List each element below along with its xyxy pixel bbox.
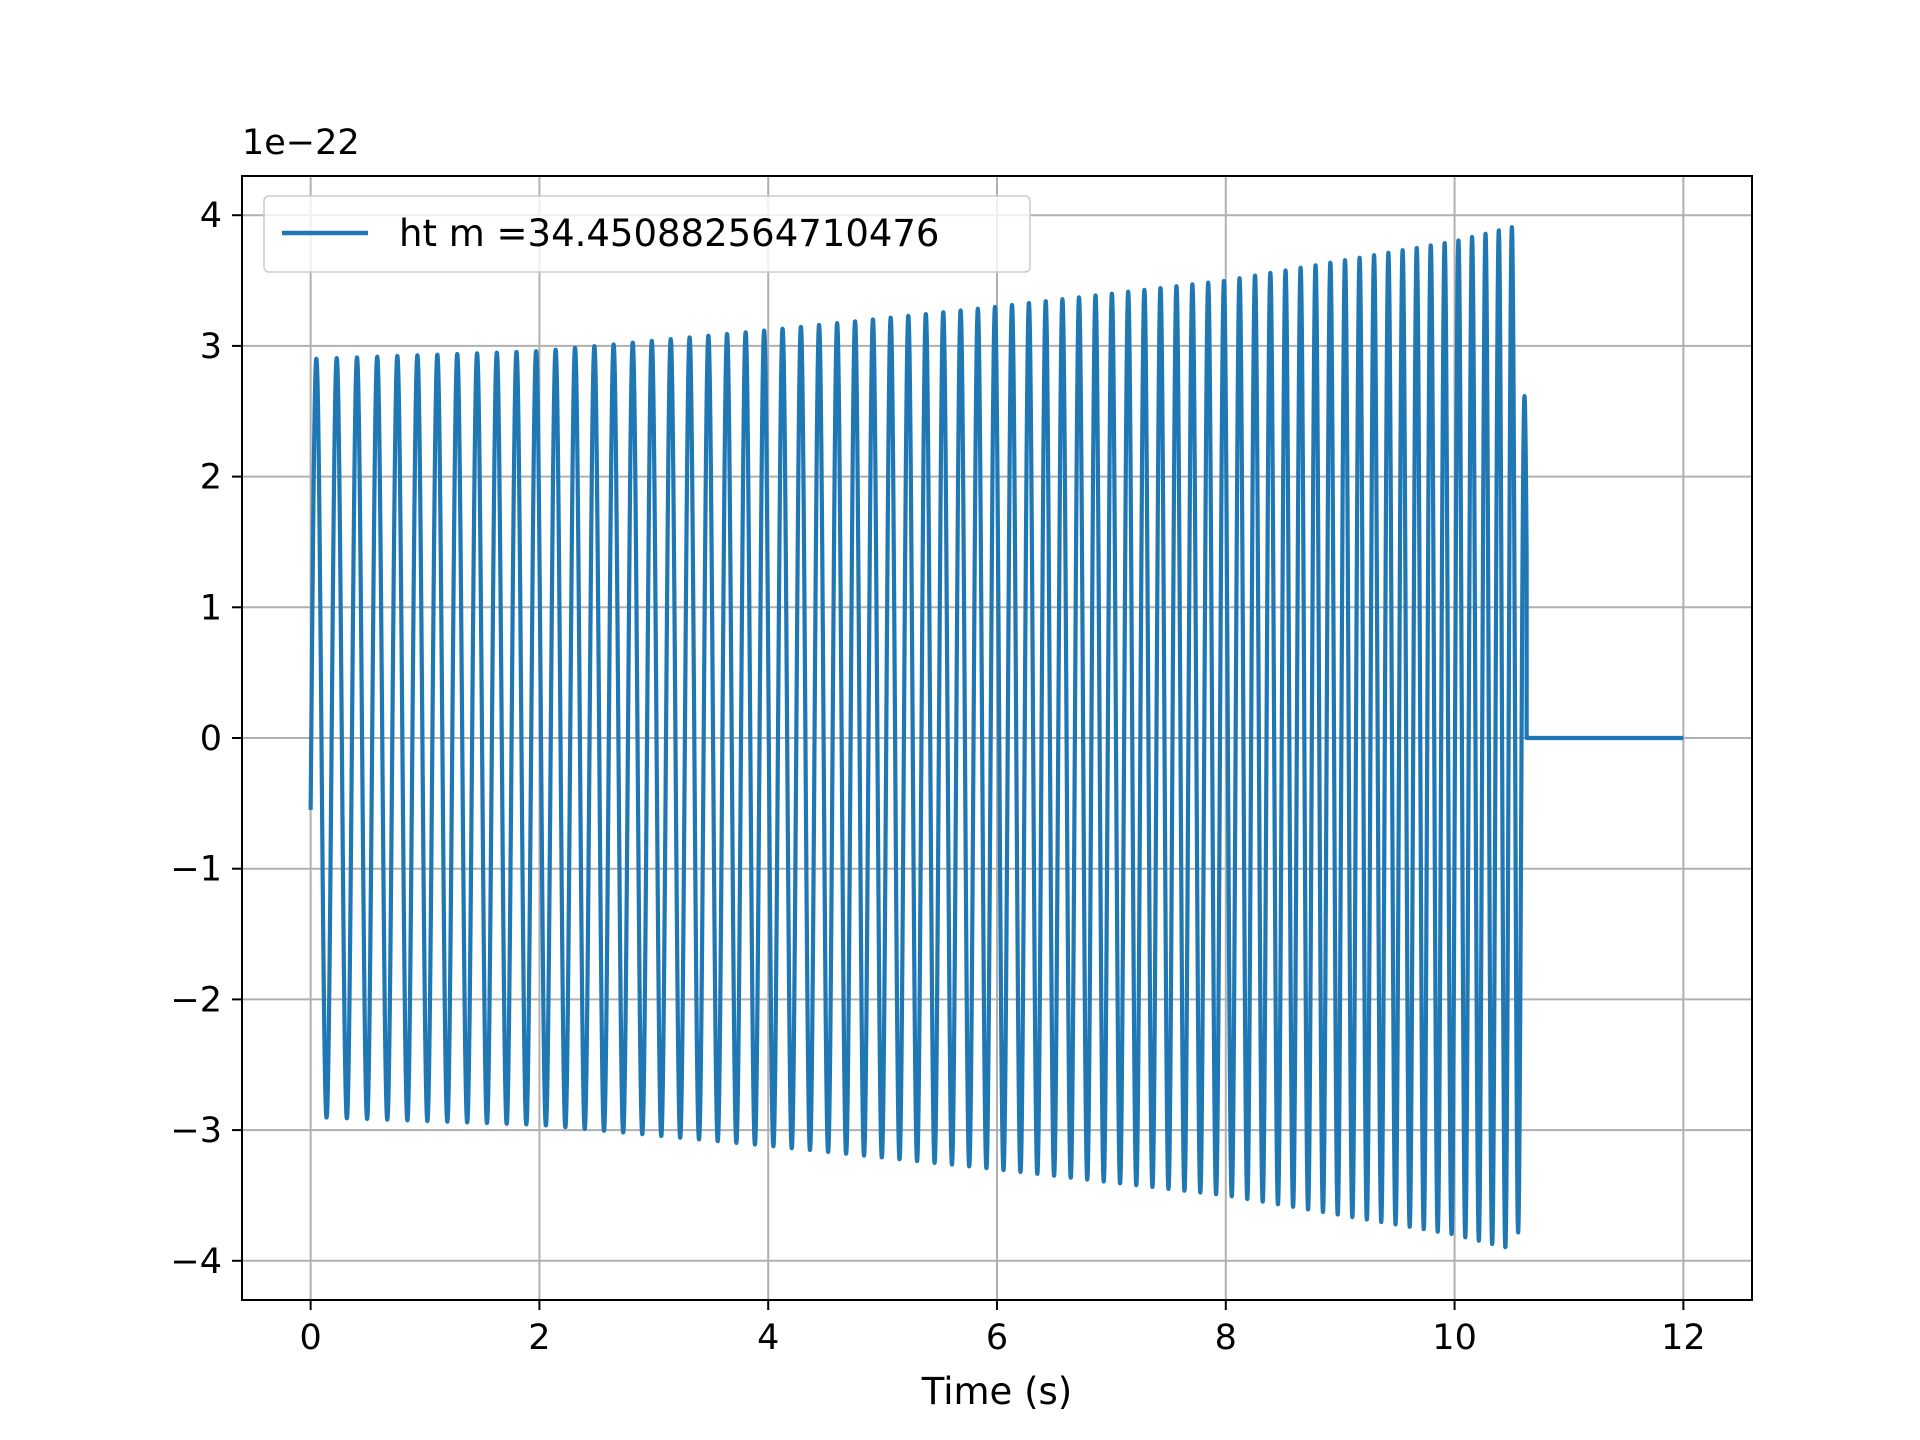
legend: ht m =34.450882564710476: [263, 195, 1031, 273]
y-tick-label: 0: [200, 719, 222, 759]
series-layer: [308, 225, 1684, 1250]
y-tick-label: −2: [170, 980, 222, 1020]
x-tick-label: 8: [1215, 1318, 1237, 1358]
y-tick-label: 1: [200, 588, 222, 628]
x-tick-label: 4: [757, 1318, 779, 1358]
x-axis-label: Time (s): [921, 1370, 1072, 1413]
x-tick-label: 6: [986, 1318, 1008, 1358]
x-tick-label: 0: [299, 1318, 321, 1358]
series-line: [308, 225, 1684, 1250]
legend-box: [263, 195, 1031, 273]
x-tick-label: 10: [1432, 1318, 1477, 1358]
legend-entry-label: ht m =34.450882564710476: [399, 212, 939, 255]
y-tick-label: −4: [170, 1242, 222, 1282]
x-tick-label: 12: [1661, 1318, 1706, 1358]
y-tick-label: −1: [170, 850, 222, 890]
y-tick-label: 4: [200, 196, 222, 236]
y-tick-label: −3: [170, 1111, 222, 1151]
y-tick-label: 3: [200, 327, 222, 367]
x-tick-label: 2: [528, 1318, 550, 1358]
y-offset-label: 1e−22: [242, 123, 360, 163]
y-tick-label: 2: [200, 458, 222, 498]
